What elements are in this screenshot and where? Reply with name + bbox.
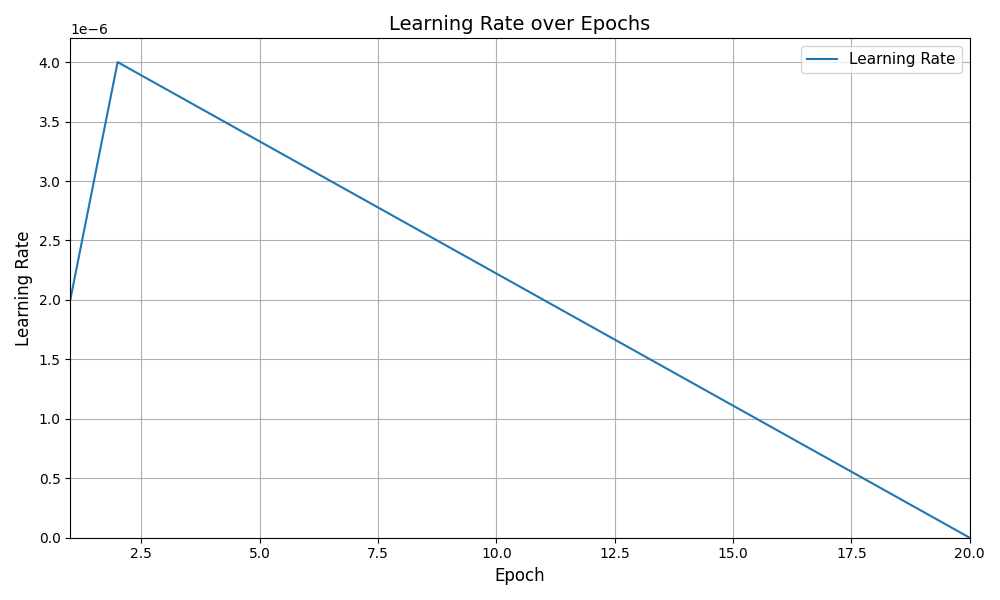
Y-axis label: Learning Rate: Learning Rate xyxy=(15,230,33,346)
Learning Rate xyxy=(964,534,976,541)
Learning Rate xyxy=(112,59,124,66)
Legend: Learning Rate: Learning Rate xyxy=(801,46,962,73)
Learning Rate xyxy=(64,296,76,304)
X-axis label: Epoch: Epoch xyxy=(495,567,545,585)
Line: Learning Rate: Learning Rate xyxy=(70,62,970,538)
Title: Learning Rate over Epochs: Learning Rate over Epochs xyxy=(389,15,651,34)
